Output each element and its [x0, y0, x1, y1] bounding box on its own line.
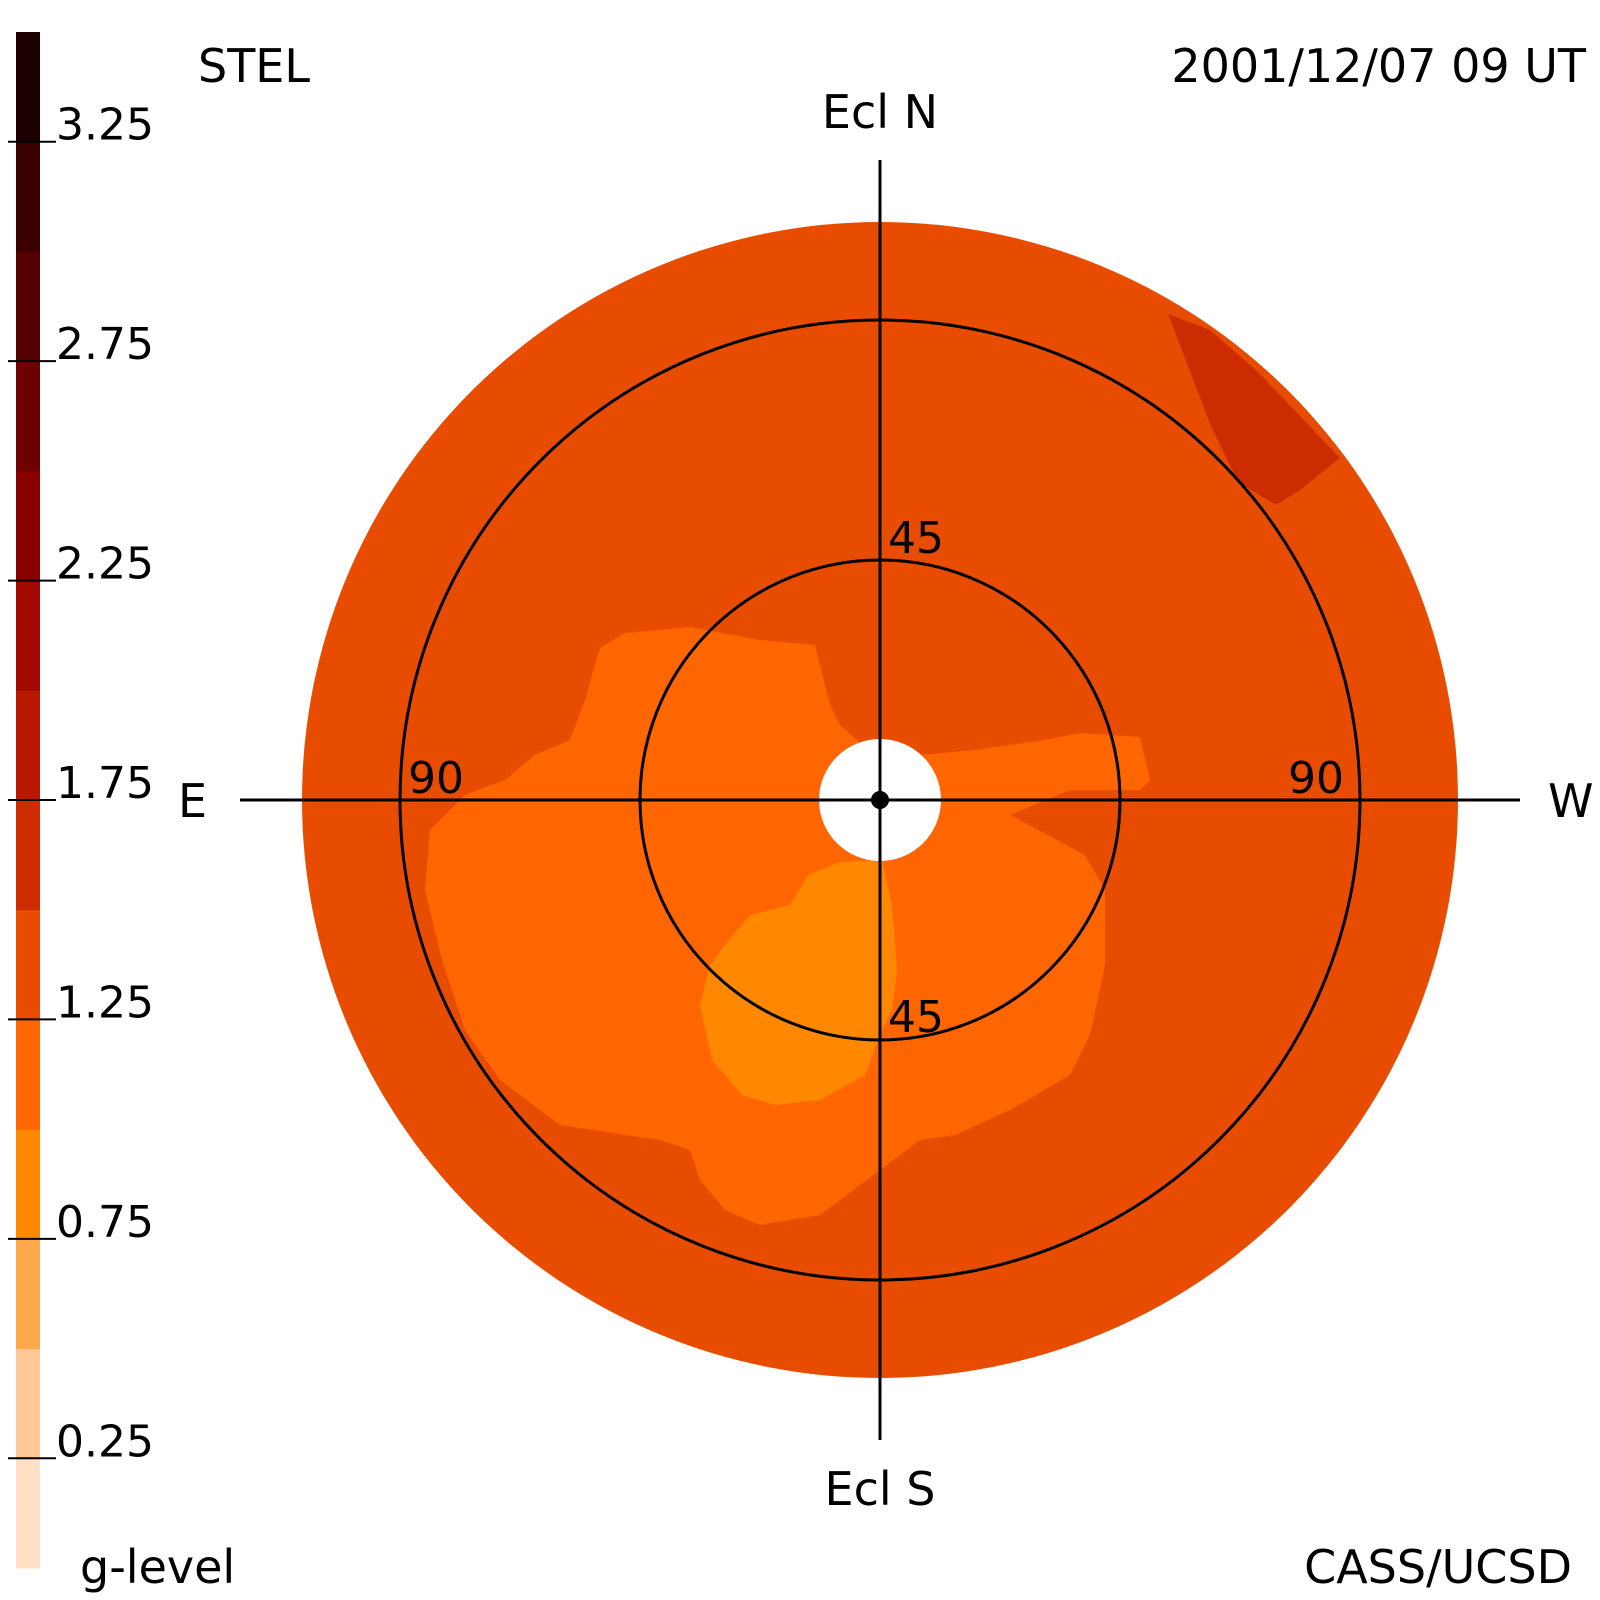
- instrument-label: STEL: [198, 39, 310, 93]
- credit: CASS/UCSD: [1304, 1540, 1572, 1594]
- colorbar-segment: [16, 800, 40, 911]
- ring-label-90-east: 90: [408, 753, 464, 804]
- direction-south: Ecl S: [825, 1462, 936, 1516]
- colorbar: [16, 32, 40, 1569]
- timestamp: 2001/12/07 09 UT: [1171, 39, 1587, 93]
- direction-east: E: [178, 774, 207, 828]
- colorbar-tick-label: 1.25: [56, 977, 154, 1028]
- sun-center-dot: [871, 791, 889, 809]
- colorbar-segment: [16, 1019, 40, 1130]
- colorbar-segment: [16, 1458, 40, 1569]
- north-west-patch: [1168, 314, 1340, 505]
- colorbar-segment: [16, 361, 40, 472]
- colorbar-segment: [16, 1129, 40, 1240]
- colorbar-label: g-level: [80, 1540, 235, 1594]
- ring-label-90-west: 90: [1288, 753, 1344, 804]
- colorbar-segment: [16, 909, 40, 1020]
- south-core-region: [700, 860, 897, 1105]
- colorbar-segment: [16, 141, 40, 252]
- colorbar-segment: [16, 251, 40, 362]
- colorbar-tick-label: 0.75: [56, 1197, 154, 1248]
- direction-north: Ecl N: [822, 85, 938, 139]
- colorbar-segment: [16, 580, 40, 691]
- grid: [240, 160, 1520, 1440]
- colorbar-tick-label: 1.75: [56, 758, 154, 809]
- colorbar-segment: [16, 1348, 40, 1459]
- colorbar-ticks: 3.25 2.75 2.25 1.75 1.25 0.75 0.25: [8, 100, 154, 1467]
- colorbar-segment: [16, 1238, 40, 1350]
- direction-west: W: [1548, 774, 1593, 828]
- colorbar-tick-label: 0.25: [56, 1416, 154, 1467]
- colorbar-segment: [16, 690, 40, 801]
- colorbar-segment: [16, 32, 40, 143]
- colorbar-tick-label: 3.25: [56, 100, 154, 151]
- colorbar-tick-label: 2.75: [56, 319, 154, 370]
- ring-label-45-south: 45: [888, 992, 944, 1043]
- colorbar-segment: [16, 470, 40, 582]
- ring-label-45-north: 45: [888, 513, 944, 564]
- colorbar-tick-label: 2.25: [56, 539, 154, 590]
